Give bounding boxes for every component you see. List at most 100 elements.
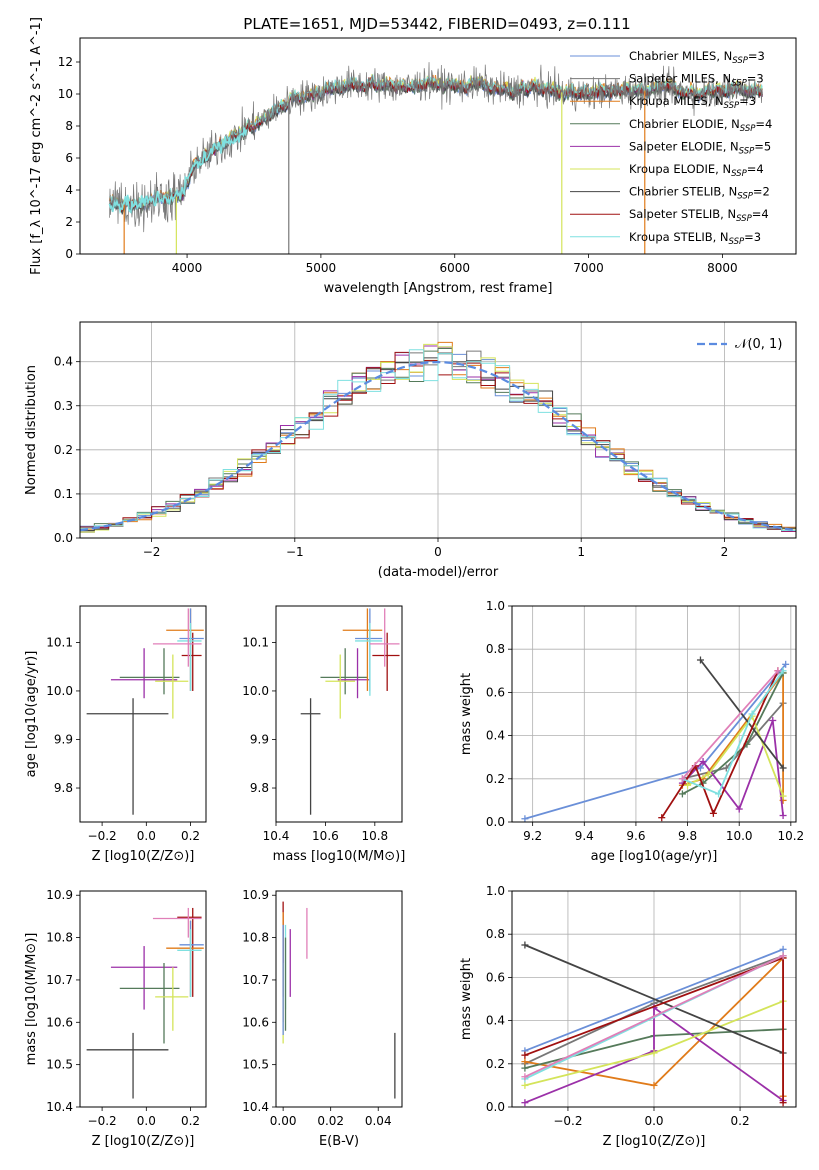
axes-mass-vs-EBV: 0.00 0.02 0.04 10.4 10.5 10.6 10.7 10.8 10.9 E(B-… bbox=[242, 888, 391, 1149]
axes-frame bbox=[275, 605, 403, 823]
y-tick-label: 10.6 bbox=[46, 1015, 73, 1029]
y-tick-label: 10.5 bbox=[46, 1058, 73, 1072]
series-line bbox=[660, 670, 779, 819]
legend-label-tail: =3 bbox=[739, 94, 756, 108]
y-tick-label: 8 bbox=[65, 119, 73, 133]
series-line bbox=[681, 720, 784, 816]
y-tick-label: 10 bbox=[58, 87, 73, 101]
normal-curve bbox=[80, 361, 796, 532]
axes-mass-vs-Z: −0.2 0.0 0.2 10.4 10.5 10.6 10.7 10.8 10.9 Z [log… bbox=[24, 888, 200, 1149]
x-axis-label: Z [log10(Z/Z⊙)] bbox=[92, 1134, 195, 1149]
legend-label: Salpeter STELIB, NSSP=4 bbox=[629, 207, 769, 224]
y-tick-label: 6 bbox=[65, 151, 73, 165]
line-plot bbox=[521, 941, 787, 1107]
x-tick-label: 9.8 bbox=[678, 829, 697, 843]
axes-frame bbox=[511, 890, 797, 1108]
y-tick-label: 0.2 bbox=[486, 772, 505, 786]
legend-label-tail: =4 bbox=[747, 162, 764, 176]
y-axis-label: Normed distribution bbox=[24, 365, 39, 495]
axes-frame bbox=[79, 605, 207, 823]
x-tick-label: 6000 bbox=[439, 261, 470, 275]
x-tick-label: 10.6 bbox=[312, 829, 339, 843]
x-tick-label: −2 bbox=[143, 545, 161, 559]
x-tick-label: 0.2 bbox=[731, 1114, 750, 1128]
axes-frame bbox=[79, 321, 797, 539]
x-tick-label: 10.2 bbox=[777, 829, 804, 843]
legend-label-sub: SSP bbox=[731, 79, 747, 89]
y-tick-label: 10.6 bbox=[242, 1015, 269, 1029]
y-tick-label: 10.8 bbox=[242, 931, 269, 945]
series-line bbox=[699, 659, 784, 769]
series-line bbox=[681, 672, 784, 795]
spectrum-plot bbox=[108, 62, 763, 254]
legend-label: Chabrier STELIB, NSSP=2 bbox=[629, 185, 770, 202]
x-tick-label: 0.2 bbox=[181, 829, 200, 843]
x-tick-label: 10.4 bbox=[263, 829, 290, 843]
series-line bbox=[524, 1005, 784, 1104]
axes-frame bbox=[275, 890, 403, 1108]
legend-label-tail: =5 bbox=[754, 139, 771, 153]
legend-label-text: Salpeter STELIB, N bbox=[629, 207, 736, 221]
axes-frame bbox=[79, 890, 207, 1108]
legend-label: Kroupa STELIB, NSSP=3 bbox=[629, 230, 761, 247]
legend-label-text: Salpeter MILES, N bbox=[629, 72, 731, 86]
x-tick-label: −0.2 bbox=[88, 829, 117, 843]
series-line bbox=[524, 954, 784, 1078]
y-tick-label: 0.6 bbox=[486, 970, 505, 984]
x-axis-label: Z [log10(Z/Z⊙)] bbox=[603, 1134, 706, 1149]
histogram-step bbox=[80, 349, 796, 532]
y-tick-label: 0.0 bbox=[486, 1100, 505, 1114]
y-axis-label: mass weight bbox=[459, 673, 474, 755]
x-tick-label: 7000 bbox=[573, 261, 604, 275]
axes-massweight-vs-age: 9.2 9.4 9.6 9.8 10.0 10.2 0.0 0.2 0.4 0.6 0.8 1.0 ag… bbox=[459, 599, 804, 864]
y-tick-label: 10.7 bbox=[242, 973, 269, 987]
series-line bbox=[682, 670, 784, 796]
axes-frame bbox=[79, 37, 797, 255]
x-tick-label: 9.2 bbox=[523, 829, 542, 843]
y-tick-label: 9.8 bbox=[250, 781, 269, 795]
y-axis-label: mass [log10(M/M⊙)] bbox=[24, 933, 39, 1066]
legend-label-tail: =3 bbox=[744, 230, 761, 244]
legend-label-tail: =2 bbox=[753, 185, 770, 199]
x-tick-label: 0.04 bbox=[365, 1114, 392, 1128]
legend-label: Kroupa ELODIE, NSSP=4 bbox=[629, 162, 764, 179]
y-tick-label: 10.5 bbox=[242, 1058, 269, 1072]
x-tick-label: 0.0 bbox=[137, 829, 156, 843]
y-tick-label: 0.4 bbox=[486, 729, 505, 743]
y-tick-label: 0.0 bbox=[486, 815, 505, 829]
y-tick-label: 0.2 bbox=[486, 1057, 505, 1071]
y-tick-label: 2 bbox=[65, 215, 73, 229]
legend-label: Salpeter MILES, NSSP=3 bbox=[629, 72, 764, 89]
legend-label: 𝒩(0, 1) bbox=[735, 337, 782, 352]
y-tick-label: 1.0 bbox=[486, 599, 505, 613]
legend-label: Chabrier MILES, NSSP=3 bbox=[629, 49, 765, 66]
y-tick-label: 0.6 bbox=[486, 685, 505, 699]
legend-label-text: Kroupa MILES, N bbox=[629, 94, 724, 108]
y-tick-label: 4 bbox=[65, 183, 73, 197]
x-tick-label: 0 bbox=[434, 545, 442, 559]
series-line bbox=[681, 670, 779, 780]
errorbar-plot bbox=[300, 608, 400, 815]
legend-label-sub: SSP bbox=[737, 192, 753, 202]
y-tick-label: 0.8 bbox=[486, 642, 505, 656]
line-plot bbox=[521, 656, 790, 822]
legend-label-tail: =3 bbox=[748, 49, 765, 63]
x-tick-label: 1 bbox=[577, 545, 585, 559]
x-axis-label: Z [log10(Z/Z⊙)] bbox=[92, 849, 195, 864]
x-axis-label: age [log10(age/yr)] bbox=[591, 849, 718, 864]
x-tick-label: 10.8 bbox=[361, 829, 388, 843]
legend-label-sub: SSP bbox=[731, 169, 747, 179]
y-tick-label: 0.1 bbox=[54, 487, 73, 501]
legend-label-text: Salpeter ELODIE, N bbox=[629, 139, 739, 153]
legend-label: Salpeter ELODIE, NSSP=5 bbox=[629, 139, 771, 156]
x-tick-label: 0.0 bbox=[137, 1114, 156, 1128]
x-tick-label: 9.4 bbox=[575, 829, 594, 843]
errorbar-plot bbox=[282, 901, 396, 1099]
axes-spectrum: 4000 5000 6000 7000 8000 0 2 4 6 8 10 12 wavelength … bbox=[29, 17, 738, 296]
y-tick-label: 10.9 bbox=[46, 888, 73, 902]
errorbar-plot bbox=[86, 608, 204, 815]
x-tick-label: 5000 bbox=[306, 261, 337, 275]
y-tick-label: 10.4 bbox=[46, 1100, 73, 1114]
